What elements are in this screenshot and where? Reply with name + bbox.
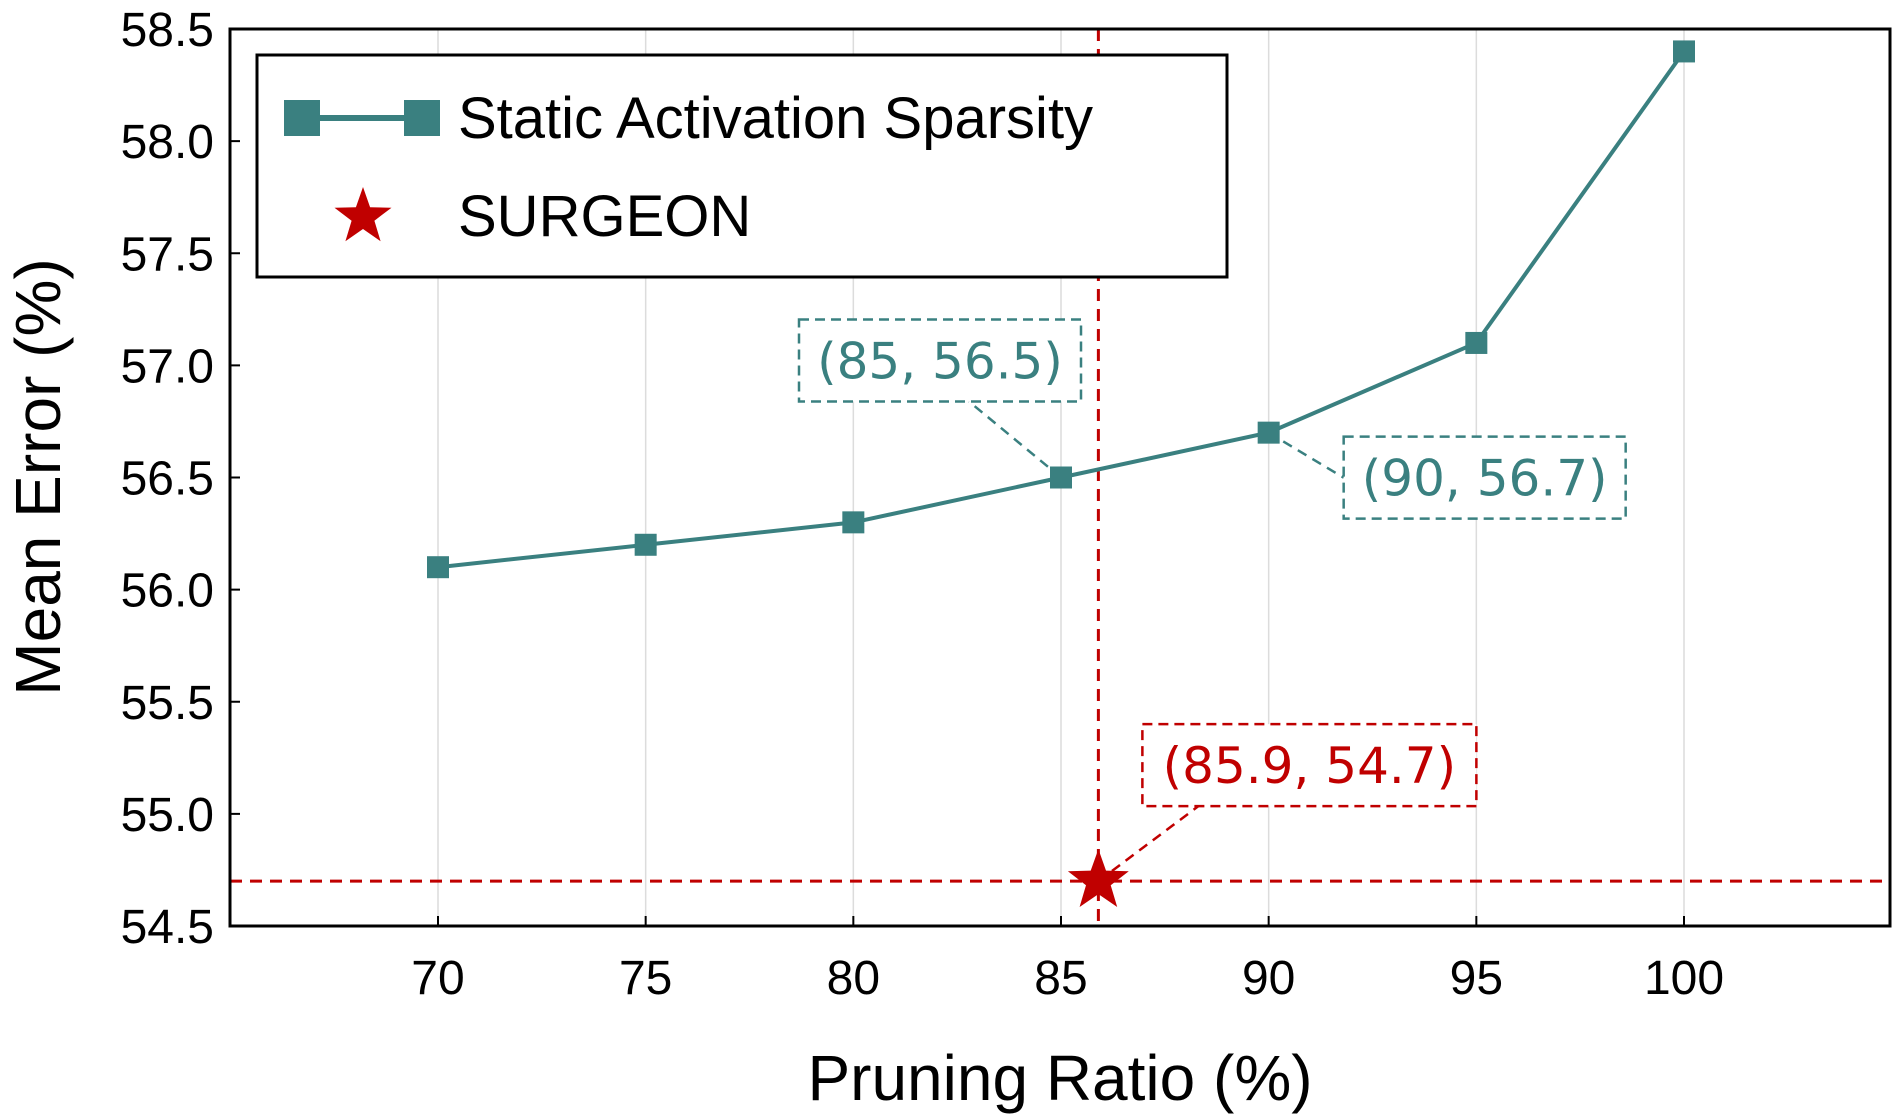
data-point-static-activation-sparsity: [1465, 331, 1488, 354]
data-point-static-activation-sparsity: [1257, 421, 1280, 444]
y-tick-label: 54.5: [121, 901, 214, 954]
annotation-box: [1141, 722, 1478, 808]
x-tick-label: 95: [1450, 952, 1503, 1005]
x-axis-ticks: 70 75 80 85 90 95 100: [411, 916, 1724, 1005]
x-tick-label: 70: [411, 952, 464, 1005]
annotation-leaders: [968, 400, 1345, 883]
legend-label-surgeon: SURGEON: [458, 184, 751, 249]
x-tick-label: 85: [1034, 952, 1087, 1005]
data-point-static-activation-sparsity: [427, 556, 449, 579]
y-axis-title: Mean Error (%): [2, 258, 74, 695]
annotations: (85, 56.5) (90, 56.7) (85.9, 54.7): [797, 318, 1627, 808]
x-tick-label: 80: [827, 952, 880, 1005]
annotation-box: [1342, 435, 1627, 520]
annotation-label: (85.9, 54.7): [1163, 737, 1456, 795]
legend-marker-static-activation-sparsity: [404, 100, 440, 136]
legend-marker-static-activation-sparsity: [284, 100, 320, 136]
legend-box: [255, 53, 1229, 279]
legend-marker-surgeon-star-icon: [334, 187, 392, 242]
data-point-surgeon-star: [1067, 849, 1129, 907]
x-tick-label: 100: [1644, 952, 1724, 1005]
x-tick-label: 90: [1242, 952, 1295, 1005]
annotation-leader: [968, 400, 1062, 479]
y-tick-label: 57.5: [121, 228, 214, 281]
x-axis-title: Pruning Ratio (%): [807, 1042, 1312, 1114]
y-tick-label: 56.5: [121, 453, 214, 506]
data-point-static-activation-sparsity: [842, 511, 865, 534]
data-markers: [427, 40, 1695, 907]
y-tick-label: 55.0: [121, 789, 214, 842]
y-tick-label: 57.0: [121, 340, 214, 393]
data-point-static-activation-sparsity: [1050, 466, 1072, 489]
annotation-leader: [1097, 805, 1200, 883]
annotation-box: [797, 318, 1083, 403]
y-tick-label: 58.0: [121, 116, 214, 169]
y-axis-ticks: 54.5 55.0 55.5 56.0 56.5 57.0 57.5 58.0 58.5: [121, 4, 240, 954]
data-point-static-activation-sparsity: [1673, 40, 1695, 63]
y-tick-label: 58.5: [121, 4, 214, 57]
legend: Static Activation Sparsity SURGEON: [255, 53, 1229, 279]
y-tick-label: 55.5: [121, 677, 214, 730]
legend-label-static-activation-sparsity: Static Activation Sparsity: [458, 86, 1093, 151]
y-tick-label: 56.0: [121, 565, 214, 618]
annotation-label: (90, 56.7): [1362, 450, 1608, 508]
annotation-label: (85, 56.5): [817, 333, 1063, 391]
annotation-leader: [1268, 431, 1345, 479]
data-point-static-activation-sparsity: [634, 533, 657, 556]
x-tick-label: 75: [619, 952, 672, 1005]
